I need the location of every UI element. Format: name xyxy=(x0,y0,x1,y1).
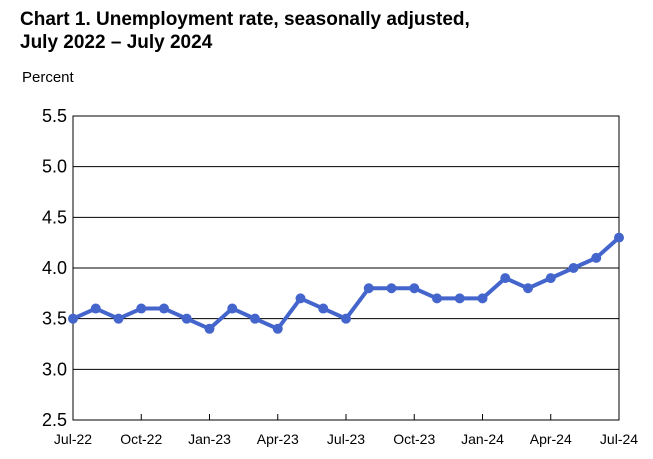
chart-title-line-2: July 2022 – July 2024 xyxy=(20,32,213,53)
y-axis-label: Percent xyxy=(22,69,74,86)
x-tick-label: Jul-23 xyxy=(327,431,365,447)
x-tick-label: Jul-22 xyxy=(54,431,92,447)
x-tick-label: Apr-23 xyxy=(257,431,299,447)
x-tick-label: Oct-23 xyxy=(393,431,435,447)
data-points xyxy=(68,232,624,334)
data-point xyxy=(386,283,397,294)
data-point xyxy=(204,323,215,334)
data-point xyxy=(159,303,169,314)
chart-title: Chart 1. Unemployment rate, seasonally a… xyxy=(20,8,470,54)
data-point xyxy=(318,303,329,314)
data-point xyxy=(68,313,78,324)
y-tick-label: 4.5 xyxy=(42,207,67,227)
data-point xyxy=(295,293,306,304)
data-point xyxy=(250,313,260,324)
x-tick-label: Jul-24 xyxy=(600,431,638,447)
chart-title-line-1: Chart 1. Unemployment rate, seasonally a… xyxy=(20,9,470,30)
data-point xyxy=(90,303,101,314)
data-point xyxy=(181,313,192,324)
gridlines xyxy=(73,115,619,421)
data-point xyxy=(477,293,488,304)
x-tick-label: Jan-24 xyxy=(461,431,504,447)
y-tick-label: 3.0 xyxy=(42,359,67,379)
data-point xyxy=(113,313,124,324)
data-point xyxy=(409,283,420,294)
data-point xyxy=(545,273,556,284)
y-tick-label: 2.5 xyxy=(42,410,67,430)
data-point xyxy=(227,303,238,314)
data-point xyxy=(500,273,511,284)
data-point xyxy=(363,283,374,294)
y-tick-label: 3.5 xyxy=(42,309,67,329)
x-tick-label: Oct-22 xyxy=(120,431,162,447)
y-tick-label: 5.0 xyxy=(42,157,67,177)
data-point xyxy=(136,303,147,314)
data-point xyxy=(272,323,283,334)
y-axis-ticks: 2.5 3.0 3.5 4.0 4.5 5.0 5.5 xyxy=(42,106,67,430)
y-tick-label: 5.5 xyxy=(42,106,67,126)
data-point xyxy=(341,313,351,324)
data-point xyxy=(523,283,533,294)
data-point xyxy=(568,263,579,273)
y-tick-label: 4.0 xyxy=(42,258,67,278)
data-point xyxy=(614,232,624,243)
data-point xyxy=(591,252,602,263)
data-point xyxy=(432,293,442,304)
x-tick-label: Apr-24 xyxy=(530,431,572,447)
x-tick-label: Jan-23 xyxy=(188,431,231,447)
x-axis-ticks: Jul-22 Oct-22 Jan-23 Apr-23 Jul-23 Oct-23 Jan-… xyxy=(54,414,638,447)
data-point xyxy=(454,293,465,304)
